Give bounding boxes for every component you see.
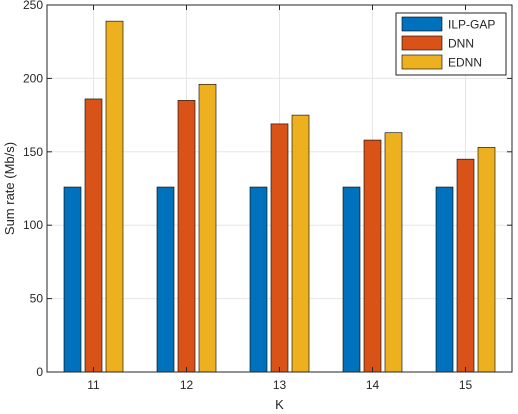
bar-ilp-gap-k12 (156, 186, 175, 373)
x-axis-label: K (275, 397, 284, 412)
bar-dnn-k15 (456, 158, 475, 373)
bar-ednn-k14 (384, 132, 403, 373)
bars (63, 20, 496, 373)
y-tick-label: 0 (36, 365, 43, 379)
legend-label: ILP-GAP (448, 18, 495, 32)
x-tick-label: 11 (87, 378, 100, 392)
legend-label: DNN (448, 37, 474, 51)
y-tick-label: 200 (23, 71, 43, 85)
y-axis-label: Sum rate (Mb/s) (2, 142, 17, 235)
x-tick-label: 14 (366, 378, 380, 392)
y-tick-label: 100 (23, 218, 43, 232)
bar-ednn-k12 (198, 83, 217, 373)
bar-ilp-gap-k14 (342, 186, 361, 373)
legend-label: EDNN (448, 56, 482, 70)
legend: ILP-GAP DNN EDNN (395, 12, 507, 76)
x-tick-label: 15 (459, 378, 473, 392)
x-tick-label: 12 (180, 378, 194, 392)
legend-swatch-dnn (401, 35, 443, 51)
y-tick-label: 250 (23, 0, 43, 12)
bar-dnn-k12 (177, 100, 196, 373)
legend-swatch-ilp-gap (401, 16, 443, 32)
bar-dnn-k14 (363, 139, 382, 373)
bar-ednn-k15 (477, 147, 496, 373)
bar-ilp-gap-k13 (249, 186, 268, 373)
axis-ticks: 0 50 100 150 200 250 11 12 13 14 15 (23, 0, 512, 392)
y-tick-label: 50 (30, 292, 44, 306)
bar-dnn-k11 (84, 98, 103, 373)
bar-ilp-gap-k15 (435, 186, 454, 373)
x-tick-label: 13 (273, 378, 287, 392)
bar-ilp-gap-k11 (63, 186, 82, 373)
bar-ednn-k11 (105, 20, 124, 373)
y-tick-label: 150 (23, 145, 43, 159)
bar-ednn-k13 (291, 114, 310, 373)
legend-swatch-ednn (401, 54, 443, 70)
bar-dnn-k13 (270, 123, 289, 373)
